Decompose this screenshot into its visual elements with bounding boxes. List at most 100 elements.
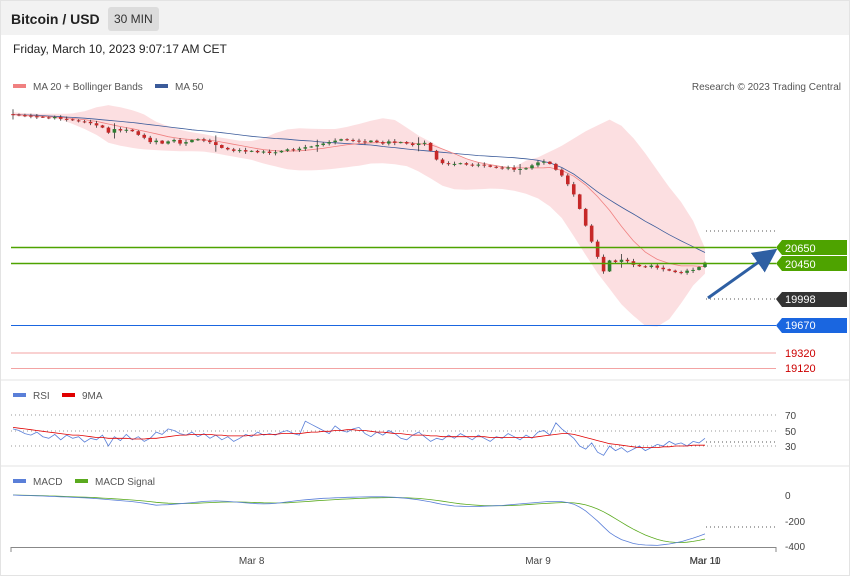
candle-up [387, 141, 391, 144]
resistance-2-tag [776, 256, 847, 271]
candle-down [577, 194, 582, 209]
candle-down [148, 137, 152, 143]
candle-down [446, 163, 451, 165]
candle-up [398, 142, 403, 144]
candle-down [583, 208, 588, 226]
candle-down [381, 142, 385, 144]
candle-down [291, 149, 296, 151]
candle-down [363, 141, 367, 143]
candle-down [11, 114, 15, 116]
pivot-tag [776, 318, 847, 333]
rsi-tick-70: 70 [785, 411, 797, 422]
candle-down [214, 142, 218, 146]
candle-up [542, 161, 546, 163]
candle-down [178, 139, 182, 144]
macd-legend-label: MACD [33, 477, 62, 488]
candle-up [703, 262, 707, 268]
candle-up [309, 146, 314, 148]
ma20-legend-label: MA 20 + Bollinger Bands [33, 82, 143, 93]
interval-badge[interactable]: 30 MIN [108, 7, 159, 31]
price-legend: MA 20 + Bollinger Bands MA 50 Research ©… [13, 82, 841, 93]
candle-up [237, 150, 242, 152]
rsi-legend: RSI 9MA [13, 391, 103, 402]
candle-up [476, 164, 481, 166]
level-tags: 20650 20450 19998 19670 [776, 240, 847, 333]
macd-tick-400: -400 [785, 542, 805, 553]
ma20-legend-swatch [13, 84, 26, 88]
candle-down [100, 125, 105, 128]
chart-header: Bitcoin / USD 30 MIN [1, 1, 849, 35]
candle-down [142, 134, 147, 138]
resistance-1-tag [776, 240, 847, 255]
x-tick-label: Mar 11 [690, 556, 721, 567]
candle-down [160, 140, 164, 144]
candle-down [655, 265, 660, 268]
candle-down [482, 164, 487, 166]
candle-up [124, 129, 129, 131]
candle-up [607, 260, 612, 272]
candle-down [58, 117, 63, 119]
candle-down [548, 161, 552, 164]
candle-up [536, 162, 540, 166]
ma20-line [12, 114, 706, 268]
candle-up [297, 148, 302, 151]
candle-down [243, 150, 248, 152]
candle-up [172, 139, 176, 142]
candle-down [29, 115, 33, 117]
rsi-ma-line [12, 427, 705, 448]
candle-down [202, 139, 206, 141]
candle-up [190, 139, 194, 143]
candle-down [220, 145, 224, 148]
candle-up [184, 142, 188, 144]
macd-line [12, 494, 706, 546]
candle-down [35, 116, 39, 118]
candle-down [70, 119, 75, 121]
rsi-tick-50: 50 [785, 427, 797, 438]
x-tick-label: Mar 9 [525, 556, 551, 567]
macd-legend: MACD MACD Signal [13, 477, 155, 488]
ma50-line [12, 114, 706, 253]
pivot-value: 19670 [785, 320, 816, 332]
candle-up [416, 143, 421, 146]
candle-down [88, 121, 93, 124]
candle-up [530, 165, 534, 169]
candle-down [17, 114, 21, 116]
candle-up [619, 259, 624, 262]
candle-down [41, 116, 45, 118]
support-1-value: 19320 [785, 348, 816, 360]
candle-up [303, 147, 308, 149]
candle-down [345, 139, 349, 141]
candle-up [452, 163, 457, 165]
candle-down [231, 149, 236, 151]
macd-tick-0: 0 [785, 491, 791, 502]
candle-down [375, 140, 379, 143]
candle-down [440, 159, 445, 164]
forecast-arrow [707, 248, 778, 300]
candle-up [458, 163, 463, 165]
candle-down [625, 259, 630, 262]
candle-down [136, 131, 141, 135]
candle-down [130, 129, 135, 132]
candle-down [118, 129, 123, 131]
candle-down [267, 151, 272, 154]
bollinger-band [13, 105, 705, 327]
ma50-legend-label: MA 50 [175, 82, 204, 93]
candle-down [76, 120, 81, 122]
candle-up [261, 151, 266, 153]
candle-down [64, 118, 69, 120]
candle-up [285, 149, 290, 151]
x-tick-label: Mar 10 [689, 556, 721, 567]
candle-up [524, 168, 528, 170]
candle-down [470, 164, 475, 166]
candle-down [23, 115, 27, 117]
candle-down [571, 184, 576, 195]
candle-up [685, 270, 689, 273]
candle-down [643, 266, 648, 268]
candle-up [166, 141, 170, 144]
macd-signal-legend-swatch [75, 479, 88, 483]
candle-up [321, 143, 325, 146]
last-price-value: 19998 [785, 294, 816, 306]
candle-down [393, 141, 397, 143]
